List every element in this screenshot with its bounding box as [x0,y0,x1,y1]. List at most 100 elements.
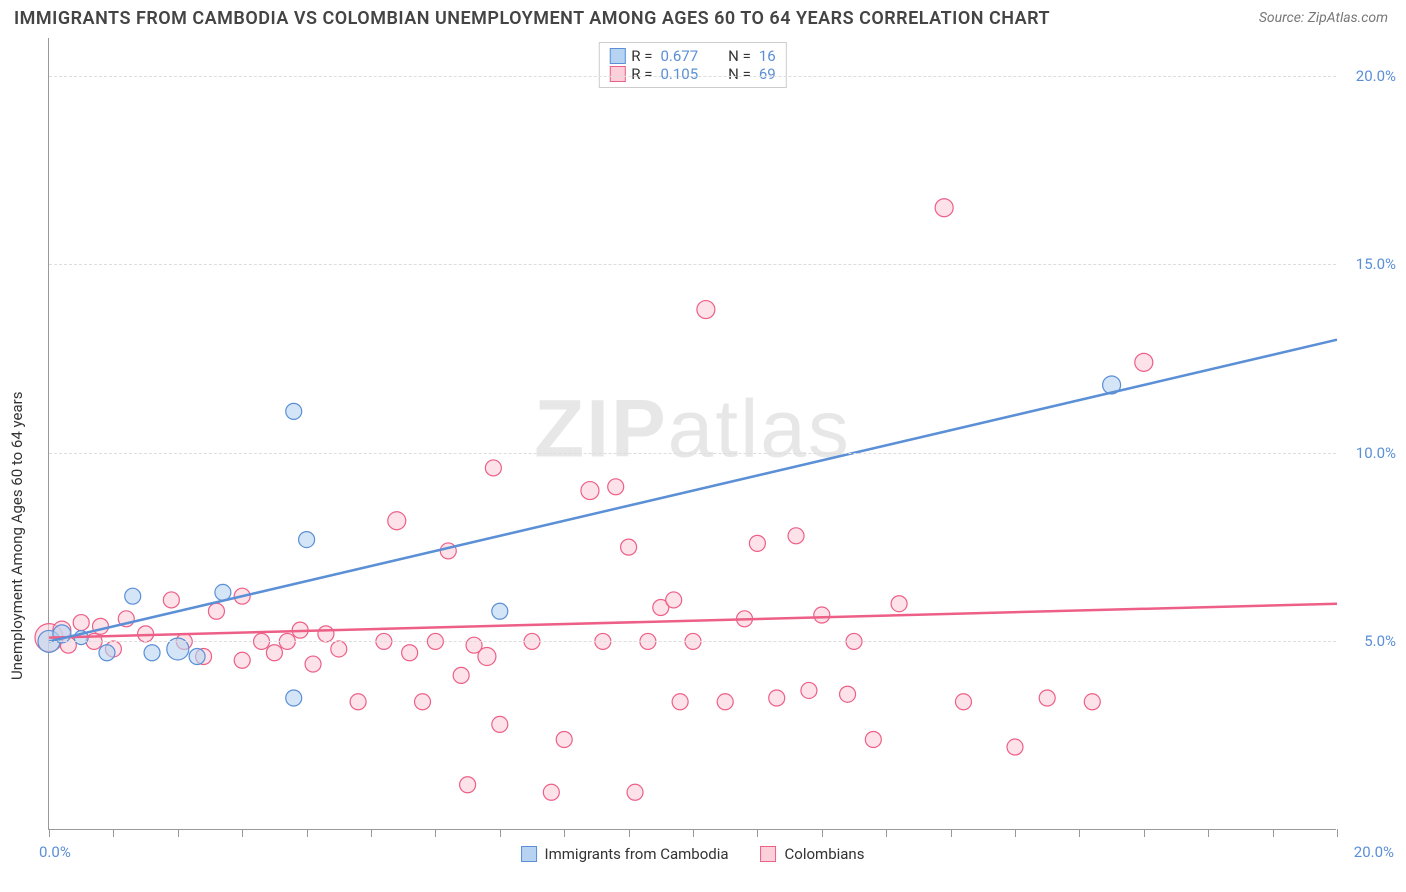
scatter-point [935,199,953,217]
scatter-point [1135,353,1153,371]
scatter-point [627,784,643,800]
x-tick [307,829,308,837]
scatter-point [955,694,971,710]
scatter-point [305,656,321,672]
scatter-point [1039,690,1055,706]
scatter-point [402,645,418,661]
x-tick [1337,829,1338,837]
scatter-svg [49,38,1336,829]
scatter-point [460,777,476,793]
x-tick [178,829,179,837]
scatter-point [608,479,624,495]
scatter-point [234,652,250,668]
trend-line [49,604,1337,638]
grid-line [49,76,1336,77]
legend-swatch [521,846,537,862]
x-tick [1079,829,1080,837]
scatter-point [331,641,347,657]
scatter-point [388,512,406,530]
scatter-point [865,731,881,747]
x-axis-max-label: 20.0% [1354,843,1394,861]
scatter-point [163,592,179,608]
legend-item: Colombians [761,845,865,863]
scatter-point [286,403,302,419]
scatter-point [543,784,559,800]
scatter-point [478,648,496,666]
scatter-point [189,649,205,665]
x-tick [629,829,630,837]
y-axis-label: Unemployment Among Ages 60 to 64 years [8,392,26,680]
legend-n-label: N = [728,47,751,65]
scatter-point [215,584,231,600]
y-tick-label: 5.0% [1364,632,1396,650]
x-tick [1144,829,1145,837]
plot-area: ZIPatlas R =0.677N =16R =0.105N =69 Immi… [48,38,1336,830]
x-tick [564,829,565,837]
scatter-point [1007,739,1023,755]
legend-r-label: R = [631,47,652,65]
scatter-point [492,603,508,619]
grid-line [49,453,1336,454]
x-tick [435,829,436,837]
legend-swatch [609,66,625,82]
scatter-point [621,539,637,555]
scatter-point [453,667,469,683]
scatter-point [350,694,366,710]
legend-r-label: R = [631,65,652,83]
x-tick [822,829,823,837]
scatter-point [144,645,160,661]
legend-row: R =0.677N =16 [609,47,775,65]
y-tick-label: 20.0% [1356,67,1396,85]
legend-label: Immigrants from Cambodia [545,845,729,863]
scatter-point [717,694,733,710]
scatter-point [208,603,224,619]
y-tick-label: 10.0% [1356,444,1396,462]
x-tick [1015,829,1016,837]
x-tick [49,829,50,837]
x-tick [1208,829,1209,837]
grid-line [49,641,1336,642]
x-tick [886,829,887,837]
legend-item: Immigrants from Cambodia [521,845,729,863]
scatter-point [788,528,804,544]
scatter-point [672,694,688,710]
legend-swatch [761,846,777,862]
x-tick [500,829,501,837]
x-tick [1273,829,1274,837]
scatter-point [485,460,501,476]
legend-swatch [609,48,625,64]
legend-label: Colombians [785,845,865,863]
trend-line [49,340,1337,642]
scatter-point [801,682,817,698]
scatter-point [266,645,282,661]
scatter-point [299,532,315,548]
scatter-point [1084,694,1100,710]
x-tick [242,829,243,837]
scatter-point [556,731,572,747]
legend-n-value: 16 [759,47,776,65]
legend-row: R = 0.105 N = 69 [609,65,775,83]
scatter-point [318,626,334,642]
scatter-point [697,301,715,319]
scatter-point [749,535,765,551]
legend-series: Immigrants from Cambodia Colombians [521,845,865,863]
x-tick [371,829,372,837]
scatter-point [814,607,830,623]
scatter-point [415,694,431,710]
scatter-point [492,716,508,732]
scatter-point [581,482,599,500]
x-tick [757,829,758,837]
y-tick-label: 15.0% [1356,255,1396,273]
scatter-point [666,592,682,608]
scatter-point [125,588,141,604]
legend-n-value: 69 [759,65,776,83]
legend-r-value: 0.105 [660,65,698,83]
source-attribution: Source: ZipAtlas.com [1259,10,1388,26]
scatter-point [99,645,115,661]
x-tick [693,829,694,837]
legend-n-label: N = [728,65,751,83]
legend-correlation: R =0.677N =16R =0.105N =69 [598,42,786,88]
scatter-point [769,690,785,706]
x-tick [113,829,114,837]
x-axis-min-label: 0.0% [39,843,71,861]
